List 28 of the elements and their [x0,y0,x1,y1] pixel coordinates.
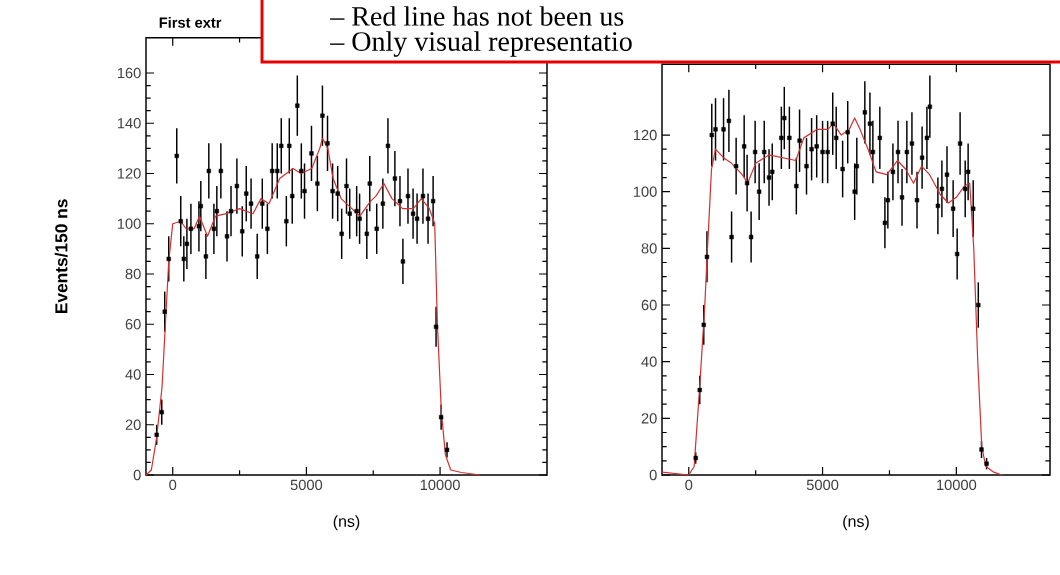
chart-title: First extr [159,17,222,28]
y-axis-title: Events/150 ns [54,199,68,314]
y-tick-label: 60 [125,319,141,330]
x-tick-label: 0 [169,479,177,491]
y-tick-label: 60 [641,299,657,311]
y-tick-label: 100 [633,186,657,197]
y-tick-label: 160 [117,67,141,79]
annotation: – Only visual representatio [330,31,632,57]
y-tick-label: 100 [117,218,141,229]
x-tick-label: 5000 [806,479,839,491]
y-tick-label: 20 [641,413,657,424]
y-tick-label: 80 [641,243,657,254]
y-tick-label: 20 [125,419,141,430]
y-tick-label: 140 [117,118,141,129]
x-tick-label: 10000 [420,479,460,491]
y-tick-label: 0 [133,469,141,481]
x-tick-label: 10000 [937,479,977,491]
x-tick-label: 5000 [290,479,323,491]
x-tick-label: 0 [685,479,693,491]
y-tick-label: 120 [633,129,657,141]
y-tick-label: 80 [125,268,141,280]
y-tick-label: 0 [649,469,657,481]
y-tick-label: 40 [641,356,657,367]
y-tick-label: 120 [117,168,141,179]
x-axis-title: (ns) [843,515,869,531]
x-axis-title: (ns) [333,515,360,531]
text: – Red line has not been us [330,6,624,26]
y-tick-label: 40 [125,369,141,380]
